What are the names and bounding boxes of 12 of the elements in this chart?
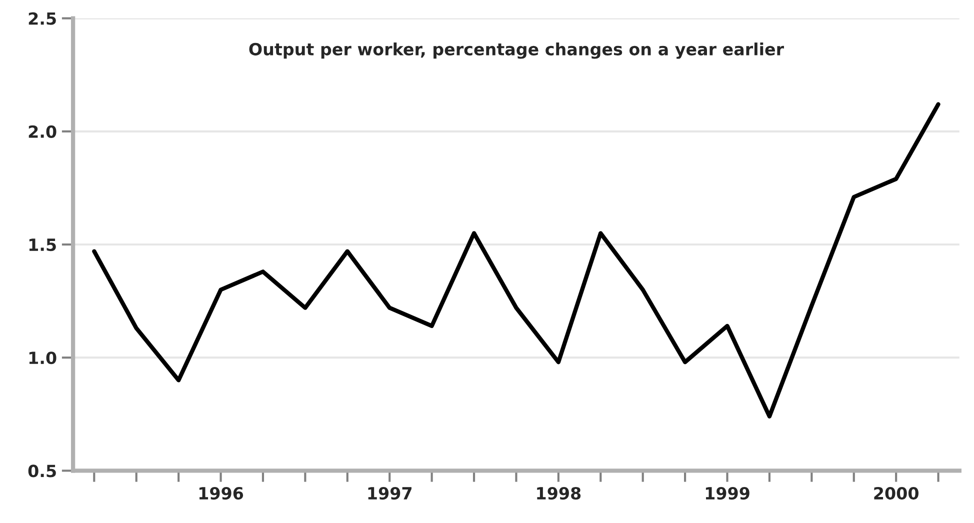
x-tick-label: 1996 xyxy=(199,486,244,500)
x-tick-label: 1997 xyxy=(368,486,412,500)
y-tick-label: 2.0 xyxy=(28,125,56,138)
text: Output per worker, percentage changes on a year earlier xyxy=(249,42,784,59)
y-tick-label: 2.5 xyxy=(28,12,56,25)
x-tick-label: 2000 xyxy=(874,486,918,500)
y-tick-label: 1.5 xyxy=(29,238,56,252)
x-tick-label: 1998 xyxy=(537,486,581,500)
y-tick-label: 0.5 xyxy=(28,464,56,478)
x-tick-label: 1999 xyxy=(706,486,750,500)
line-series xyxy=(92,102,940,418)
y-tick-label: 1.0 xyxy=(29,352,56,364)
